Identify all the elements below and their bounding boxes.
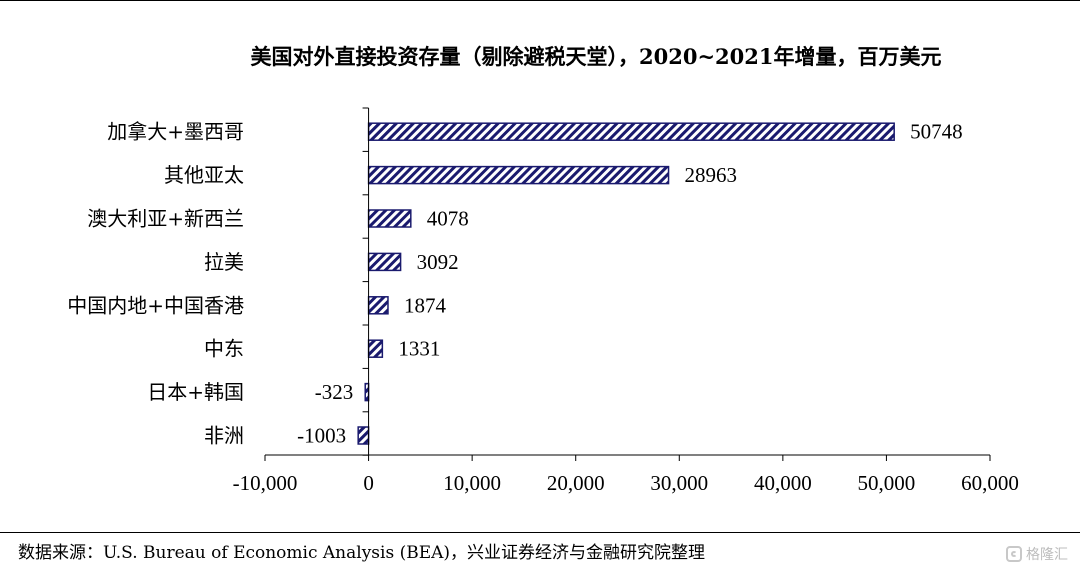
x-tick-label: 0 — [363, 471, 374, 495]
watermark-text: 格隆汇 — [1026, 547, 1068, 563]
source-note: 数据来源：U.S. Bureau of Economic Analysis (B… — [18, 543, 706, 563]
category-label: 澳大利亚+新西兰 — [87, 207, 244, 231]
data-label: 4078 — [427, 207, 469, 231]
data-label: 50748 — [910, 120, 963, 144]
bar — [367, 339, 384, 358]
bars-layer — [357, 122, 895, 445]
category-label: 中东 — [204, 337, 244, 361]
bar — [367, 165, 670, 185]
data-label: 3092 — [417, 250, 459, 274]
data-label: -323 — [315, 380, 354, 404]
category-label: 中国内地+中国香港 — [67, 293, 244, 317]
bar — [357, 426, 370, 445]
bar — [367, 209, 412, 228]
bar — [367, 122, 895, 141]
data-label: 1331 — [398, 337, 440, 361]
bottom-rule — [0, 532, 1080, 533]
gelonghui-logo-icon — [1006, 546, 1022, 562]
data-label: 28963 — [685, 163, 738, 187]
labels-layer: 加拿大+墨西哥 50748 其他亚太 28963 澳大利亚+新西兰 4078 拉美 3092 中… — [67, 120, 1019, 495]
x-tick-label: 60,000 — [961, 471, 1019, 495]
category-label: 加拿大+墨西哥 — [107, 120, 244, 144]
chart-title: 美国对外直接投资存量（剔除避税天堂），2020~2021年增量，百万美元 — [251, 44, 942, 69]
category-label: 其他亚太 — [164, 163, 244, 187]
data-label: -1003 — [297, 424, 346, 448]
bar — [367, 296, 389, 315]
data-label: 1874 — [404, 293, 447, 317]
category-label: 拉美 — [204, 250, 244, 274]
x-tick-label: 30,000 — [650, 471, 708, 495]
bar — [364, 382, 370, 402]
category-label: 非洲 — [204, 424, 244, 448]
x-tick-label: 50,000 — [858, 471, 916, 495]
top-rule — [0, 0, 1080, 1]
x-tick-label: 40,000 — [754, 471, 812, 495]
x-tick-label: 20,000 — [547, 471, 605, 495]
watermark: 格隆汇 — [1006, 544, 1068, 564]
category-label: 日本+韩国 — [147, 380, 244, 404]
bar-chart: 美国对外直接投资存量（剔除避税天堂），2020~2021年增量，百万美元 加拿大… — [67, 44, 1019, 495]
x-tick-label: 10,000 — [443, 471, 501, 495]
x-tick-label: -10,000 — [233, 471, 298, 495]
axes-layer — [264, 107, 991, 461]
bar — [367, 252, 402, 272]
